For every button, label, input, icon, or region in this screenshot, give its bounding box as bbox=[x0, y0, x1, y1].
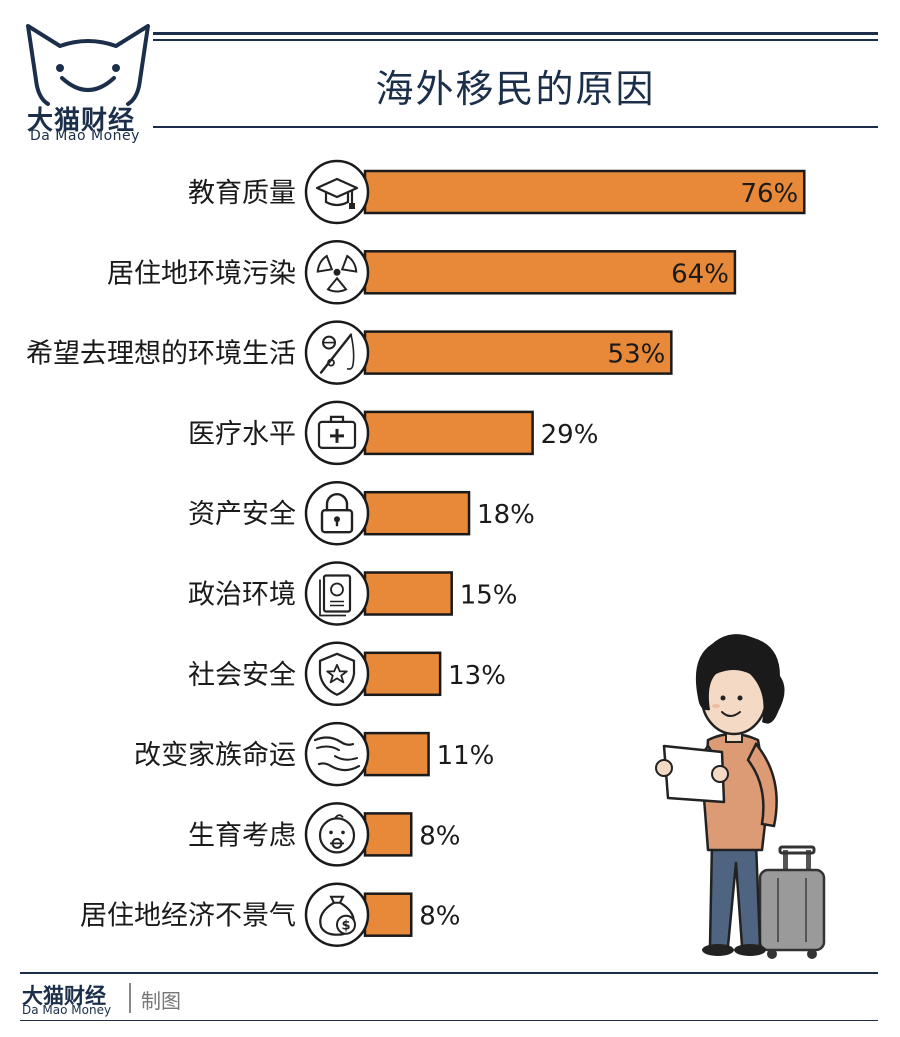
bar-1 bbox=[363, 250, 737, 295]
money-bag-icon: $ bbox=[304, 882, 370, 947]
value-label: 11% bbox=[437, 741, 495, 771]
footer-brand-cn: 大猫财经 bbox=[22, 984, 106, 1008]
footer-rule bbox=[20, 972, 878, 974]
category-label: 改变家族命运 bbox=[134, 740, 296, 771]
bar-9 bbox=[363, 892, 413, 937]
value-label: 53% bbox=[608, 340, 666, 370]
category-label: 居住地经济不景气 bbox=[80, 901, 296, 932]
value-label: 8% bbox=[419, 821, 460, 851]
value-label: 64% bbox=[671, 259, 729, 289]
svg-text:$: $ bbox=[341, 919, 350, 934]
category-label: 政治环境 bbox=[188, 580, 296, 611]
category-label: 居住地环境污染 bbox=[107, 258, 296, 289]
category-label: 生育考虑 bbox=[188, 820, 296, 851]
category-label: 希望去理想的环境生活 bbox=[26, 339, 296, 370]
category-label: 医疗水平 bbox=[188, 419, 296, 450]
value-label: 8% bbox=[419, 902, 460, 932]
category-label: 社会安全 bbox=[188, 660, 296, 691]
header-rule bbox=[153, 126, 878, 128]
header-rule bbox=[153, 32, 878, 35]
brand-name-cn: 大猫财经 bbox=[27, 106, 136, 136]
value-label: 13% bbox=[448, 661, 506, 691]
value-label: 76% bbox=[740, 179, 798, 209]
bar-7 bbox=[363, 731, 430, 777]
bar-chart: 教育质量 76% 居住地环境污染 64% 希望去理想的环境生活 53% 医疗水平 29% 资产安… bbox=[26, 159, 806, 947]
footer-credit: 制图 bbox=[141, 989, 181, 1013]
fishing-rod-icon bbox=[304, 320, 370, 385]
footer-divider bbox=[129, 983, 131, 1013]
radiation-icon bbox=[304, 240, 370, 305]
header-rule bbox=[153, 39, 878, 41]
value-label: 29% bbox=[541, 420, 599, 450]
value-label: 18% bbox=[477, 500, 535, 530]
value-label: 15% bbox=[460, 581, 518, 611]
bar-4 bbox=[363, 490, 471, 536]
bar-5 bbox=[363, 571, 453, 616]
chart-title: 海外移民的原因 bbox=[375, 67, 656, 111]
brand-name-en: Da Mao Money bbox=[30, 128, 140, 144]
category-label: 资产安全 bbox=[188, 499, 296, 530]
baby-icon bbox=[304, 802, 370, 867]
padlock-icon bbox=[304, 480, 370, 546]
bar-2 bbox=[363, 330, 673, 375]
bar-0 bbox=[363, 169, 806, 215]
footer-brand-en: Da Mao Money bbox=[22, 1003, 112, 1017]
cat-logo-icon bbox=[26, 24, 150, 106]
bar-3 bbox=[363, 410, 534, 456]
helping-hands-icon bbox=[304, 721, 370, 787]
bar-6 bbox=[363, 651, 442, 697]
shield-star-icon bbox=[304, 641, 370, 707]
bar-8 bbox=[363, 812, 413, 857]
category-label: 教育质量 bbox=[188, 178, 296, 209]
passport-icon bbox=[304, 561, 370, 626]
medical-kit-icon bbox=[304, 400, 370, 466]
graduation-cap-icon bbox=[304, 159, 370, 225]
footer-rule bbox=[20, 1020, 878, 1021]
traveler-illustration bbox=[655, 634, 826, 959]
